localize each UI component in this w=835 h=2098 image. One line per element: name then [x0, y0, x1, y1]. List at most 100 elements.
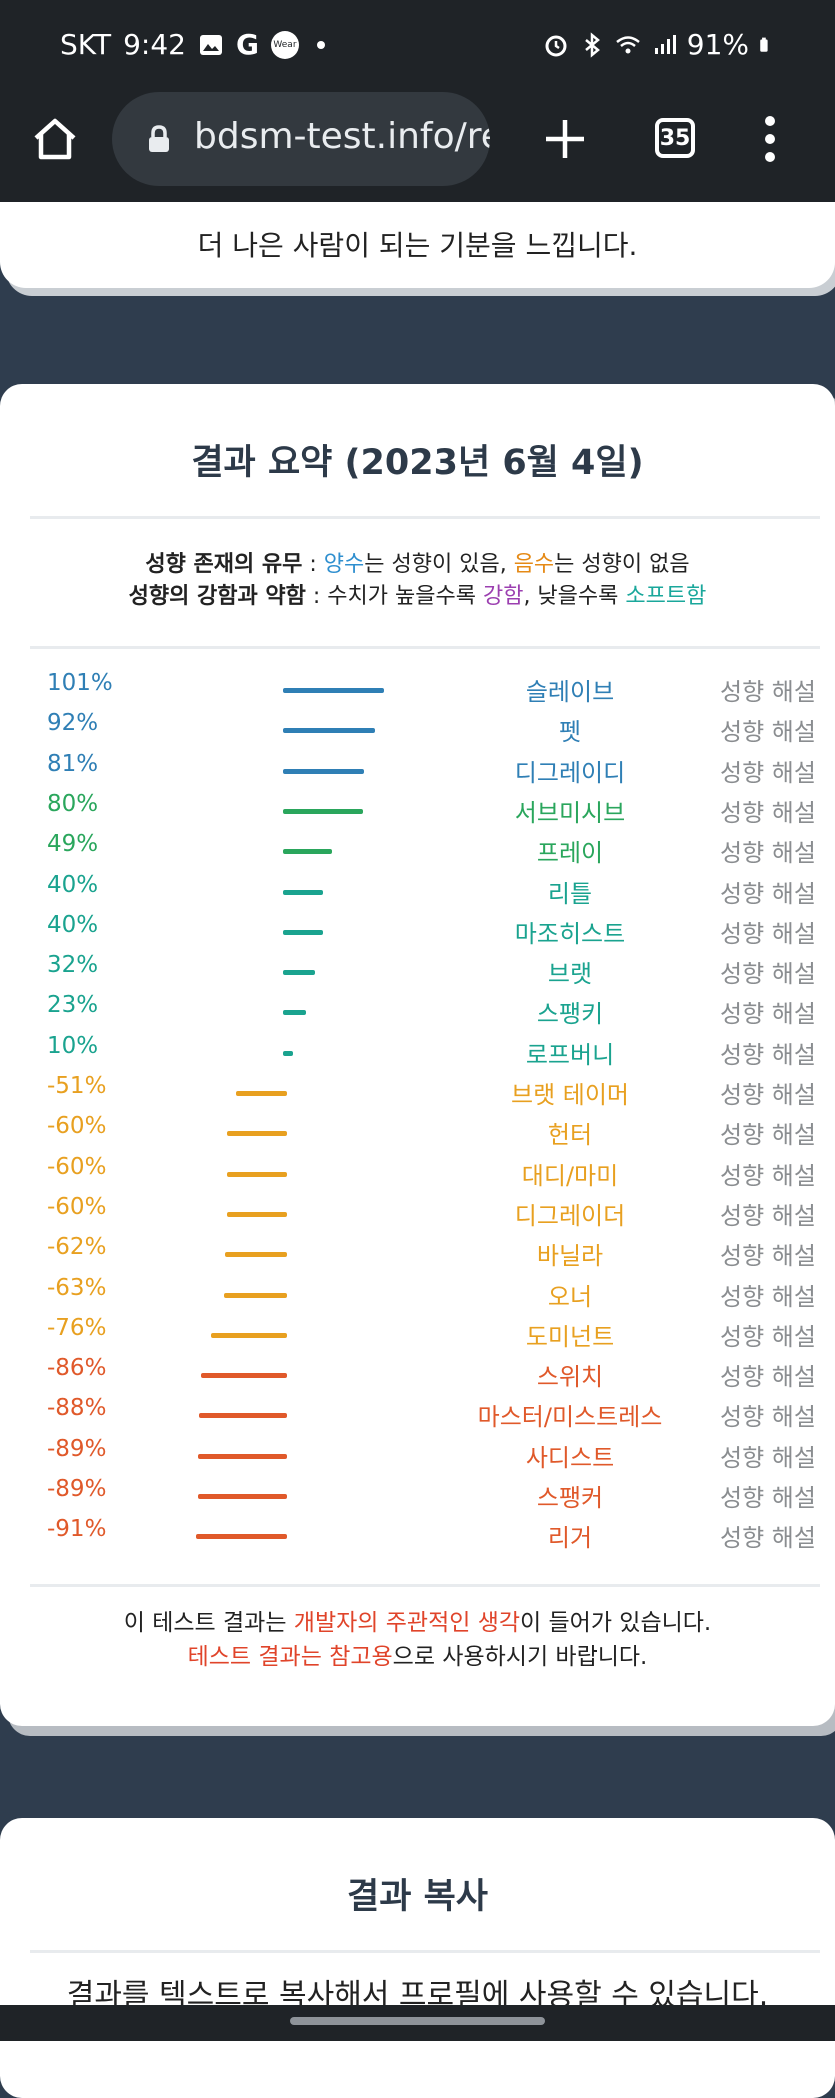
tab-switcher-button[interactable]: 35 — [655, 118, 695, 158]
result-summary-card: 결과 요약 (2023년 6월 4일) 성향 존재의 유무 : 양수는 성향이 … — [0, 384, 835, 1726]
google-icon: G — [235, 28, 259, 61]
result-type-name[interactable]: 펫 — [558, 718, 582, 747]
address-bar[interactable]: bdsm-test.info/re — [112, 92, 490, 186]
disclaimer: 이 테스트 결과는 개발자의 주관적인 생각이 들어가 있습니다. 테스트 결과… — [0, 1606, 835, 1674]
result-type-name[interactable]: 프레이 — [536, 839, 604, 868]
interpretation-link[interactable]: 성향 해설 — [720, 1484, 816, 1512]
result-bar — [283, 889, 323, 895]
result-row: 23% 스팽키 성향 해설 — [0, 992, 835, 1032]
interpretation-link[interactable]: 성향 해설 — [720, 1282, 816, 1311]
result-type-name[interactable]: 디그레이더 — [514, 1201, 626, 1230]
result-percent: 101% — [47, 670, 113, 696]
new-tab-icon[interactable] — [538, 112, 592, 166]
alarm-icon — [545, 35, 567, 56]
result-bar — [201, 1373, 287, 1379]
interpretation-link[interactable]: 성향 해설 — [720, 1081, 816, 1109]
result-type-name[interactable]: 리틀 — [547, 879, 593, 908]
result-type-name[interactable]: 스위치 — [536, 1363, 604, 1392]
interpretation-link[interactable]: 성향 해설 — [720, 960, 816, 989]
interpretation-link[interactable]: 성향 해설 — [720, 1242, 816, 1271]
interpretation-link[interactable]: 성향 해설 — [720, 919, 816, 948]
interpretation-link[interactable]: 성향 해설 — [720, 1000, 816, 1029]
copy-title: 결과 복사 — [347, 1877, 488, 1917]
result-row: -60% 디그레이더 성향 해설 — [0, 1194, 835, 1234]
result-row: -86% 스위치 성향 해설 — [0, 1355, 835, 1395]
divider — [30, 516, 820, 519]
result-type-name[interactable]: 바닐라 — [536, 1242, 604, 1271]
interpretation-link[interactable]: 성향 해설 — [720, 1040, 816, 1069]
divider — [30, 646, 820, 649]
result-type-name[interactable]: 브랫 테이머 — [510, 1081, 630, 1109]
result-type-name[interactable]: 서브미시브 — [514, 798, 626, 827]
result-type-name[interactable]: 마스터/미스트레스 — [477, 1403, 663, 1432]
legend-sep: : — [302, 552, 324, 577]
result-type-name[interactable]: 스팽커 — [536, 1484, 604, 1512]
result-type-name[interactable]: 대디/마미 — [521, 1161, 619, 1190]
disclaimer-line-1: 이 테스트 결과는 개발자의 주관적인 생각이 들어가 있습니다. — [0, 1606, 835, 1640]
result-row: -89% 스팽커 성향 해설 — [0, 1476, 835, 1516]
result-type-name[interactable]: 도미넌트 — [525, 1322, 615, 1351]
disclaimer-highlight: 개발자의 주관적인 생각 — [293, 1610, 521, 1636]
interpretation-link[interactable]: 성향 해설 — [720, 798, 816, 827]
legend-soft: 소프트함 — [625, 584, 707, 609]
result-percent: 40% — [47, 871, 99, 898]
interpretation-link[interactable]: 성향 해설 — [720, 1443, 816, 1472]
result-percent: -89% — [47, 1476, 107, 1502]
interpretation-link[interactable]: 성향 해설 — [720, 1524, 816, 1553]
disclaimer-text: 이 테스트 결과는 — [123, 1610, 294, 1636]
result-row: 40% 마조히스트 성향 해설 — [0, 912, 835, 952]
interpretation-link[interactable]: 성향 해설 — [720, 718, 816, 747]
result-type-name[interactable]: 사디스트 — [525, 1443, 615, 1472]
result-bar — [283, 929, 323, 935]
interpretation-link[interactable]: 성향 해설 — [720, 1363, 816, 1392]
interpretation-link[interactable]: 성향 해설 — [720, 1403, 816, 1432]
home-icon[interactable] — [30, 114, 80, 164]
interpretation-link[interactable]: 성향 해설 — [720, 678, 816, 706]
legend-text: 는 성향이 있음, — [364, 552, 514, 577]
result-type-name[interactable]: 디그레이디 — [514, 758, 626, 787]
interpretation-link[interactable]: 성향 해설 — [720, 839, 816, 868]
result-row: -62% 바닐라 성향 해설 — [0, 1234, 835, 1274]
result-type-name[interactable]: 오너 — [547, 1282, 593, 1311]
result-type-name[interactable]: 마조히스트 — [514, 919, 626, 948]
wear-icon: Wear — [270, 30, 299, 59]
result-bar — [283, 768, 364, 774]
disclaimer-text: 이 들어가 있습니다. — [520, 1610, 712, 1636]
interpretation-link[interactable]: 성향 해설 — [720, 1322, 816, 1351]
legend-strong: 강함 — [482, 584, 524, 609]
result-bar — [198, 1453, 287, 1459]
result-percent: -60% — [47, 1193, 107, 1220]
system-nav-bar — [0, 2005, 835, 2041]
interpretation-link[interactable]: 성향 해설 — [720, 758, 816, 787]
result-bar — [227, 1131, 287, 1137]
interpretation-link[interactable]: 성향 해설 — [720, 1201, 816, 1230]
result-bar — [227, 1171, 287, 1177]
result-percent: 23% — [47, 992, 99, 1019]
more-menu-icon[interactable] — [760, 112, 780, 166]
result-type-name[interactable]: 브랫 — [547, 960, 593, 989]
result-percent: -60% — [47, 1153, 107, 1180]
interpretation-link[interactable]: 성향 해설 — [720, 1161, 816, 1190]
interpretation-link[interactable]: 성향 해설 — [720, 879, 816, 908]
result-percent: 10% — [47, 1032, 99, 1059]
result-bar — [225, 1252, 287, 1258]
result-percent: -86% — [47, 1355, 107, 1382]
carrier-label: SKT — [60, 28, 112, 61]
result-bar — [283, 1050, 293, 1056]
result-percent: -76% — [47, 1314, 107, 1341]
result-bar — [283, 1010, 306, 1016]
result-type-name[interactable]: 스팽키 — [536, 1000, 604, 1029]
result-type-name[interactable]: 로프버니 — [525, 1040, 615, 1069]
result-percent: -51% — [47, 1073, 107, 1099]
interpretation-link[interactable]: 성향 해설 — [720, 1121, 816, 1150]
disclaimer-highlight: 테스트 결과는 참고용 — [187, 1644, 393, 1670]
battery-percent: 91% — [686, 28, 749, 61]
result-percent: 80% — [47, 790, 99, 817]
result-row: -60% 헌터 성향 해설 — [0, 1113, 835, 1153]
result-type-name[interactable]: 헌터 — [547, 1121, 593, 1150]
result-type-name[interactable]: 슬레이브 — [525, 678, 615, 706]
home-gesture-handle[interactable] — [290, 2017, 545, 2025]
tab-count: 35 — [659, 125, 691, 151]
result-type-name[interactable]: 리거 — [547, 1524, 593, 1553]
result-row: 92% 펫 성향 해설 — [0, 710, 835, 750]
